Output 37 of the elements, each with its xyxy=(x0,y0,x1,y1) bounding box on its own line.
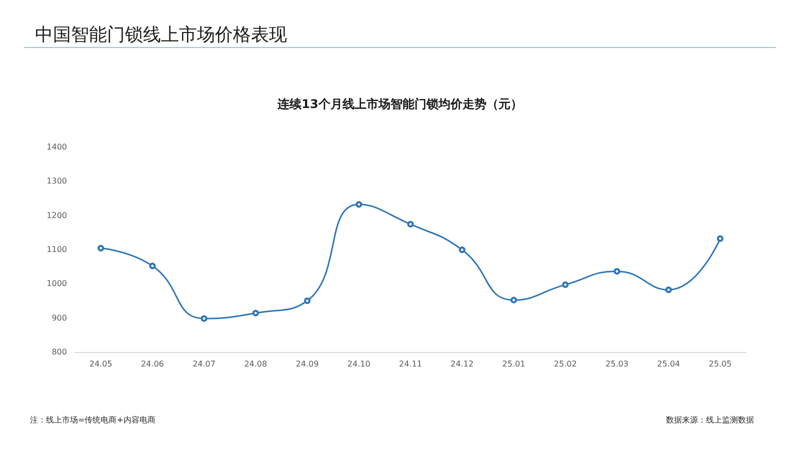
x-tick-label: 25.05 xyxy=(708,360,732,368)
x-tick-label: 24.05 xyxy=(89,360,112,368)
point xyxy=(562,281,569,288)
chart-title: 中国智能门锁线上市场价格表现 xyxy=(35,24,287,46)
x-tick-label: 25.04 xyxy=(657,360,680,368)
text: 注：线上市场=传统电商+内容电商 xyxy=(30,416,156,424)
x-tick-label: 24.09 xyxy=(296,360,319,368)
point xyxy=(200,315,208,322)
y-tick-label: 800 xyxy=(52,348,67,356)
point xyxy=(665,286,672,294)
point xyxy=(614,268,620,275)
x-tick-label: 24.12 xyxy=(450,360,474,368)
x-tick-label: 24.08 xyxy=(244,360,268,368)
point xyxy=(252,310,259,316)
source-note: 数据来源：线上监测数据 xyxy=(666,416,754,424)
x-tick-label: 24.10 xyxy=(347,360,370,368)
point xyxy=(407,220,414,228)
y-tick-label: 900 xyxy=(52,313,67,322)
y-tick-label: 1000 xyxy=(46,279,67,288)
point xyxy=(356,201,362,208)
point xyxy=(98,244,104,252)
point xyxy=(510,296,517,304)
point xyxy=(149,262,156,270)
x-tick-label: 24.06 xyxy=(140,360,164,368)
point xyxy=(716,235,724,242)
x-tick-label: 24.11 xyxy=(399,360,422,368)
x-tick-label: 25.01 xyxy=(502,360,526,368)
x-tick-label: 24.07 xyxy=(192,360,216,368)
y-tick-label: 1300 xyxy=(46,176,67,186)
y-tick-label: 1100 xyxy=(46,245,67,254)
point xyxy=(458,246,466,254)
x-tick-label: 25.03 xyxy=(606,360,628,368)
y-tick-label: 1400 xyxy=(46,142,67,152)
chart-subtitle: 连续13个月线上市场智能门锁均价走势（元） xyxy=(276,97,522,111)
point xyxy=(304,298,311,304)
y-tick-label: 1200 xyxy=(46,210,67,220)
x-tick-label: 25.02 xyxy=(554,360,577,368)
